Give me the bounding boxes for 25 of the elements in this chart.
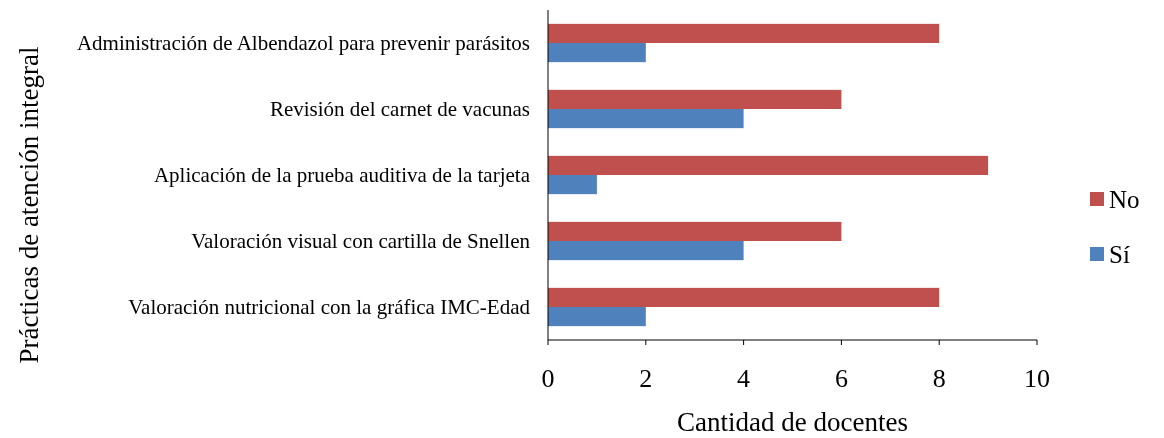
y-tick-label: Aplicación de la prueba auditiva de la tarjeta: [153, 163, 531, 187]
legend-label: No: [1109, 186, 1140, 213]
x-tick-label: 2: [639, 364, 653, 393]
y-tick-label: Valoración visual con cartilla de Snellen: [191, 229, 531, 253]
x-tick-label: 8: [932, 364, 946, 393]
x-tick-label: 0: [541, 364, 555, 393]
bar: [548, 241, 744, 261]
x-axis-title: Cantidad de docentes: [677, 407, 908, 437]
y-tick-label: Revisión del carnet de vacunas: [269, 97, 530, 121]
bar: [548, 287, 940, 307]
x-tick-label: 6: [834, 364, 848, 393]
x-tick-label: 10: [1024, 364, 1050, 393]
legend-label: Sí: [1109, 241, 1130, 268]
y-axis-title: Prácticas de atención integral: [14, 46, 44, 364]
bar: [548, 175, 597, 195]
bar: [548, 23, 940, 43]
bar: [548, 89, 842, 109]
bar: [548, 307, 646, 327]
y-tick-label: Valoración nutricional con la gráfica IMC-Edad: [128, 295, 531, 319]
y-tick-label: Administración de Albendazol para prevenir parásitos: [76, 31, 530, 55]
bar: [548, 155, 989, 175]
bar: [548, 43, 646, 63]
x-tick-label: 4: [737, 364, 751, 393]
bar: [548, 109, 744, 129]
bar: [548, 221, 842, 241]
